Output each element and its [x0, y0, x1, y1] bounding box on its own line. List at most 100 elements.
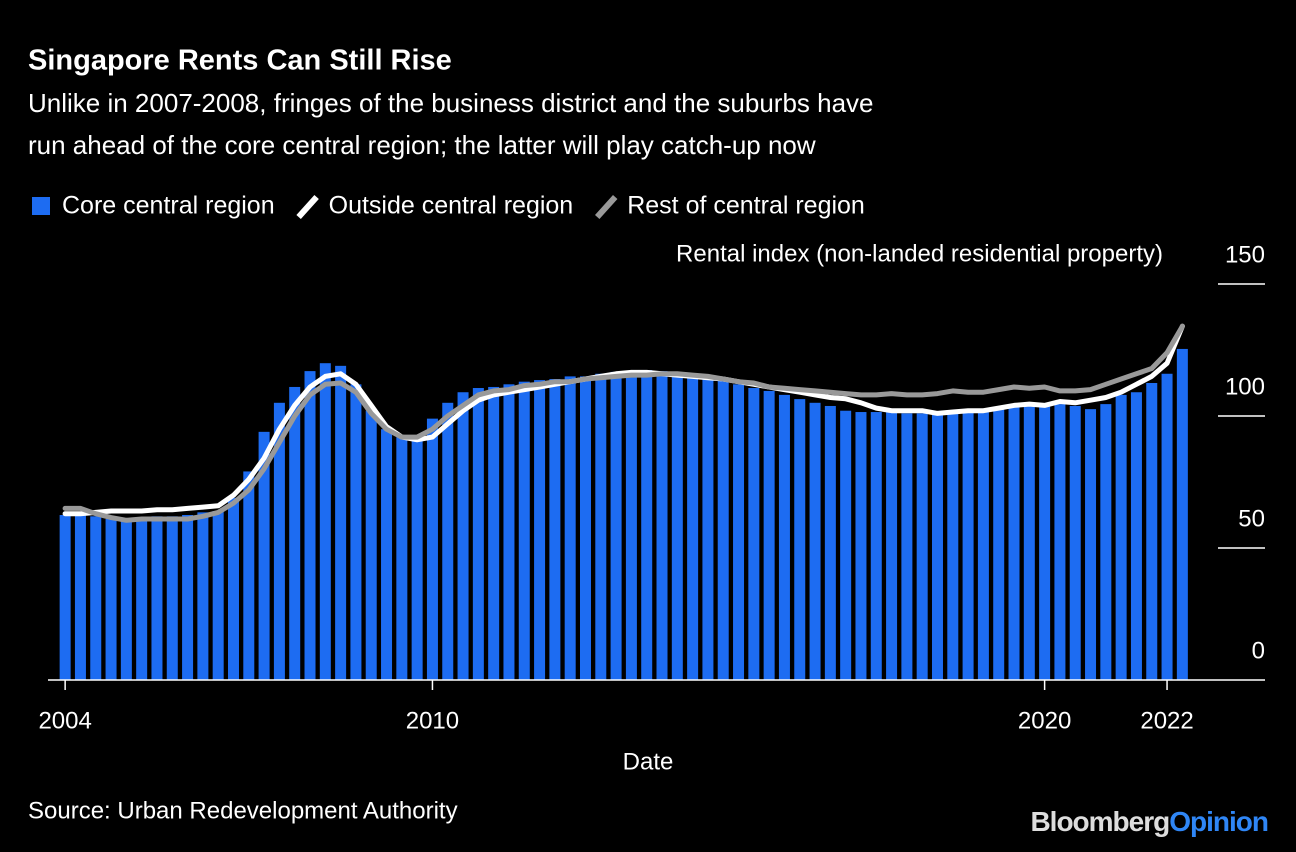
line: [62, 323, 1185, 523]
bar: [1146, 383, 1158, 680]
bar: [733, 384, 745, 680]
bar: [227, 497, 239, 680]
legend-label: Outside central region: [329, 192, 574, 220]
bar: [472, 388, 484, 680]
bar: [182, 515, 194, 680]
bar: [488, 386, 500, 680]
line: [62, 323, 1185, 517]
bar: [671, 373, 683, 680]
legend-swatch: [32, 197, 50, 215]
brand-part: Bloomberg: [1030, 806, 1169, 837]
x-tick-label: 2010: [406, 707, 459, 734]
bar: [564, 376, 576, 680]
bar: [931, 412, 943, 680]
y-tick-label: 150: [1225, 241, 1265, 268]
bar: [457, 392, 469, 680]
bar: [534, 380, 546, 680]
bar: [59, 515, 71, 680]
bar: [166, 516, 178, 680]
bar: [717, 380, 729, 680]
source: Source: Urban Redevelopment Authority: [28, 797, 458, 824]
bar: [962, 412, 974, 680]
subtitle: run ahead of the core central region; th…: [28, 130, 816, 160]
bar: [1130, 392, 1142, 680]
y-tick-label: 100: [1225, 373, 1265, 400]
bar: [1069, 405, 1081, 680]
bar: [702, 379, 714, 680]
bar: [442, 402, 454, 680]
bar: [1008, 407, 1020, 680]
bar: [778, 394, 790, 680]
bar: [595, 373, 607, 680]
bar: [381, 429, 393, 680]
bar: [579, 376, 591, 680]
bar: [1085, 409, 1097, 680]
bar: [243, 471, 255, 680]
y-tick-label: 0: [1252, 637, 1265, 664]
bar: [870, 412, 882, 680]
bar: [1039, 405, 1051, 680]
bar: [625, 371, 637, 680]
bar: [426, 418, 438, 680]
bar: [1023, 405, 1035, 680]
bar: [886, 412, 898, 680]
x-tick-label: 2004: [38, 707, 91, 734]
bar: [304, 371, 316, 680]
bar: [840, 410, 852, 680]
legend-swatch: [594, 194, 618, 220]
bar: [855, 412, 867, 680]
bar: [1115, 394, 1127, 680]
bar: [212, 511, 224, 680]
x-tick-label: 2020: [1018, 707, 1071, 734]
x-axis-label: Date: [623, 748, 674, 775]
bar: [90, 516, 102, 680]
bar: [993, 408, 1005, 680]
bar: [365, 410, 377, 680]
bar: [136, 517, 148, 680]
legend-label: Core central region: [62, 192, 275, 220]
bar: [656, 371, 668, 680]
bar: [916, 413, 928, 680]
bar: [503, 384, 515, 680]
bar: [289, 386, 301, 680]
bar: [151, 516, 163, 680]
bar: [687, 376, 699, 680]
bar: [120, 518, 132, 680]
y-axis-label: Rental index (non-landed residential pro…: [676, 240, 1163, 267]
bar: [610, 371, 622, 680]
bar: [1161, 373, 1173, 680]
bar: [549, 379, 561, 680]
bar: [824, 405, 836, 680]
bar: [947, 410, 959, 680]
y-tick-label: 50: [1238, 505, 1265, 532]
bar: [518, 381, 530, 680]
brand: BloombergOpinion: [1030, 806, 1268, 837]
legend-label: Rest of central region: [627, 192, 865, 220]
bar: [901, 413, 913, 680]
bar: [748, 388, 760, 680]
bar: [1176, 348, 1188, 680]
bar: [763, 390, 775, 680]
bar: [1100, 404, 1112, 680]
bar: [641, 370, 653, 680]
bar: [335, 365, 347, 680]
bar: [105, 518, 117, 680]
bar: [197, 512, 209, 680]
bar: [319, 363, 331, 680]
bar: [794, 399, 806, 680]
subtitle: Unlike in 2007-2008, fringes of the busi…: [28, 88, 874, 118]
x-tick-label: 2022: [1140, 707, 1193, 734]
bar: [258, 431, 270, 680]
bar: [1054, 404, 1066, 680]
bar: [396, 437, 408, 680]
bar: [273, 402, 285, 680]
bar: [809, 402, 821, 680]
bar: [411, 437, 423, 680]
legend-swatch: [296, 194, 319, 220]
bar: [977, 410, 989, 680]
bar: [350, 384, 362, 680]
bar: [74, 515, 86, 680]
brand-part: Opinion: [1169, 806, 1268, 837]
chart-title: Singapore Rents Can Still Rise: [28, 45, 452, 77]
